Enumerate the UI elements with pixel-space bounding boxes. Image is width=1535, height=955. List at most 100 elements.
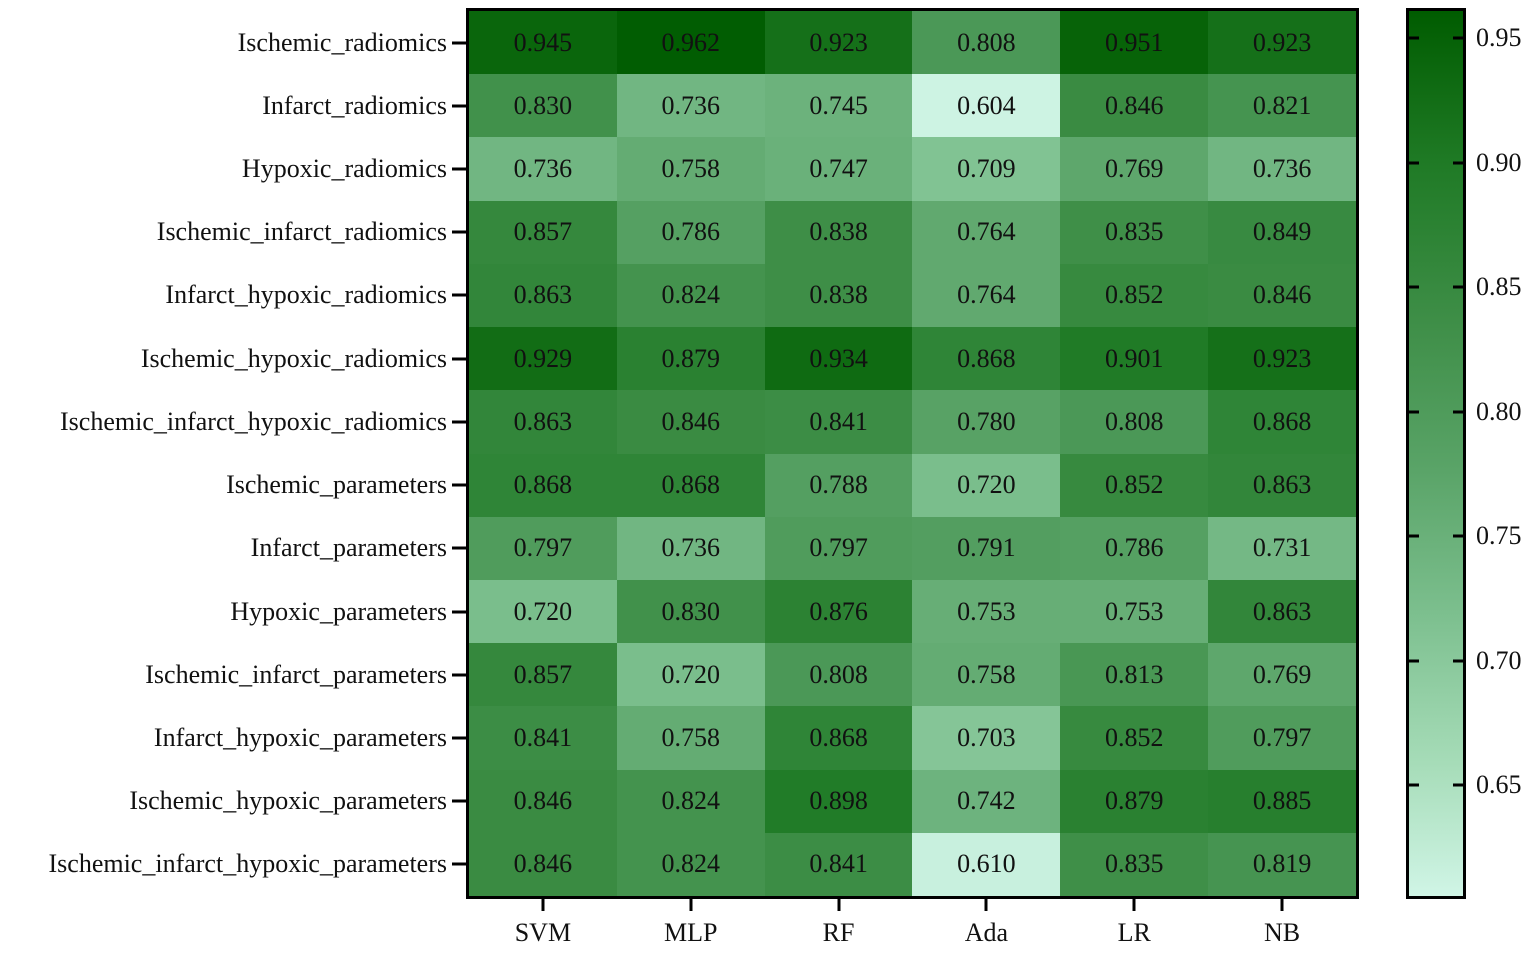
heatmap-cell: 0.821 [1208, 74, 1356, 138]
y-axis-tick [452, 420, 466, 424]
y-axis-tick [452, 357, 466, 361]
heatmap-cell: 0.745 [764, 74, 913, 138]
heatmap-cell: 0.830 [616, 579, 765, 644]
heatmap-cell: 0.764 [912, 200, 1061, 264]
x-axis-label: SVM [514, 918, 572, 947]
heatmap-cell: 0.849 [1208, 200, 1356, 264]
heatmap-cell: 0.879 [1060, 769, 1209, 833]
colorbar [1406, 8, 1466, 899]
heatmap-cell: 0.797 [469, 516, 617, 580]
heatmap-cell: 0.797 [1208, 706, 1356, 770]
y-axis-label: Infarct_hypoxic_radiomics [165, 280, 447, 310]
colorbar-tick [1409, 534, 1419, 538]
heatmap-cell: 0.808 [912, 11, 1061, 75]
colorbar-tick [1409, 659, 1419, 662]
x-axis-label: Ada [964, 918, 1009, 947]
colorbar-label: 0.95 [1476, 23, 1522, 52]
y-axis-tick [452, 230, 466, 234]
colorbar-tick [1453, 285, 1463, 289]
heatmap-cell: 0.758 [616, 137, 765, 201]
heatmap-cell: 0.876 [764, 579, 913, 644]
heatmap-cell: 0.604 [912, 74, 1061, 138]
heatmap-cell: 0.846 [469, 832, 617, 896]
heatmap-cell: 0.835 [1060, 832, 1209, 896]
heatmap-cell: 0.813 [1060, 643, 1209, 707]
heatmap-cell: 0.868 [1208, 390, 1356, 454]
heatmap-cell: 0.841 [764, 390, 913, 454]
heatmap-cell: 0.610 [912, 832, 1061, 896]
y-axis-label: Ischemic_parameters [226, 470, 447, 500]
y-axis-label: Ischemic_infarct_hypoxic_parameters [48, 849, 448, 879]
heatmap-cell: 0.852 [1060, 453, 1209, 517]
heatmap-cell: 0.951 [1060, 11, 1209, 75]
heatmap-cell: 0.945 [469, 11, 617, 75]
heatmap-cell: 0.868 [616, 453, 765, 517]
heatmap-cell: 0.709 [912, 137, 1061, 201]
x-axis-tick [541, 899, 545, 911]
heatmap-cell: 0.780 [912, 390, 1061, 454]
heatmap-cell: 0.868 [469, 453, 617, 517]
colorbar-label: 0.70 [1476, 645, 1522, 675]
heatmap-cell: 0.720 [616, 643, 765, 707]
heatmap-cell: 0.830 [469, 74, 617, 138]
heatmap-cell: 0.863 [1208, 453, 1356, 517]
colorbar-label: 0.80 [1476, 396, 1522, 426]
y-axis-tick [452, 862, 466, 866]
heatmap-cell: 0.824 [616, 769, 765, 833]
y-axis-tick [452, 673, 466, 677]
heatmap-cell: 0.841 [764, 832, 913, 896]
heatmap-cell: 0.885 [1208, 769, 1356, 833]
colorbar-tick [1453, 534, 1463, 538]
heatmap-cell: 0.846 [1208, 263, 1356, 328]
y-axis-tick [452, 41, 466, 45]
heatmap-cell: 0.841 [469, 706, 617, 770]
heatmap-cell: 0.753 [1060, 579, 1209, 644]
colorbar-tick [1453, 36, 1463, 40]
heatmap-cell: 0.747 [764, 137, 913, 201]
heatmap-grid: 0.945 0.962 0.923 0.808 0.951 0.923 0.830 0.736… [469, 11, 1356, 896]
heatmap-cell: 0.929 [469, 327, 617, 391]
heatmap-cell: 0.769 [1208, 643, 1356, 707]
heatmap-cell: 0.824 [616, 832, 765, 896]
heatmap-cell: 0.808 [1060, 390, 1209, 454]
heatmap-cell: 0.835 [1060, 200, 1209, 264]
heatmap-cell: 0.764 [912, 263, 1061, 328]
heatmap-cell: 0.742 [912, 769, 1061, 833]
heatmap-cell: 0.819 [1208, 832, 1356, 896]
heatmap-cell: 0.879 [616, 327, 765, 391]
heatmap-cell: 0.731 [1208, 516, 1356, 580]
heatmap-cell: 0.923 [1208, 11, 1356, 75]
heatmap-cell: 0.852 [1060, 706, 1209, 770]
x-axis-label: MLP [664, 918, 718, 947]
heatmap-cell: 0.863 [469, 263, 617, 328]
y-axis-tick [452, 736, 466, 740]
x-axis-tick [1280, 899, 1284, 911]
heatmap-cell: 0.868 [912, 327, 1061, 391]
y-axis-tick [452, 104, 466, 108]
heatmap-cell: 0.863 [469, 390, 617, 454]
y-axis-label: Ischemic_infarct_radiomics [156, 217, 447, 247]
y-axis-label: Hypoxic_radiomics [241, 154, 447, 184]
heatmap-cell: 0.720 [912, 453, 1061, 517]
heatmap-cell: 0.857 [469, 643, 617, 707]
colorbar-label: 0.65 [1476, 770, 1522, 799]
y-axis-tick [452, 546, 466, 550]
heatmap-cell: 0.934 [764, 327, 913, 391]
y-axis-tick [452, 293, 466, 297]
y-axis-tick [452, 483, 466, 487]
y-axis-tick [452, 610, 466, 614]
heatmap-cell: 0.758 [912, 643, 1061, 707]
heatmap-cell: 0.788 [764, 453, 913, 517]
colorbar-tick [1409, 285, 1419, 289]
heatmap-cell: 0.736 [469, 137, 617, 201]
heatmap-cell: 0.838 [764, 263, 913, 328]
heatmap-cell: 0.863 [1208, 579, 1356, 644]
heatmap-cell: 0.824 [616, 263, 765, 328]
y-axis-label: Infarct_hypoxic_parameters [153, 722, 447, 752]
heatmap-cell: 0.923 [1208, 327, 1356, 391]
y-axis-label: Ischemic_hypoxic_radiomics [140, 343, 447, 373]
heatmap-cell: 0.791 [912, 516, 1061, 580]
colorbar-tick [1409, 410, 1419, 413]
x-axis-label: RF [822, 918, 855, 947]
y-axis-label: Infarct_radiomics [262, 90, 447, 120]
